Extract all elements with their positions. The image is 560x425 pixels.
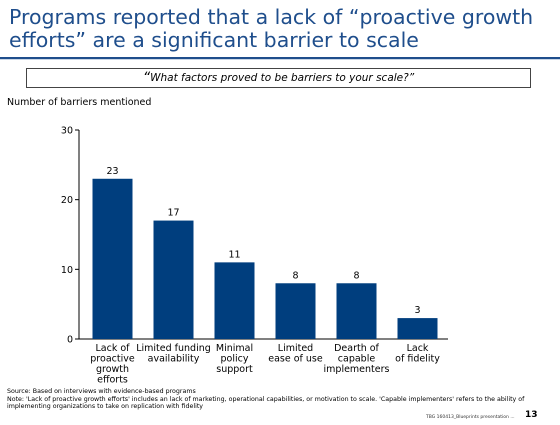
bar-value-label: 8 — [292, 270, 298, 281]
question-box: “What factors proved to be barriers to y… — [26, 68, 531, 88]
question-text: What factors proved to be barriers to yo… — [150, 72, 415, 84]
x-tick-label: Lack of proactive growth efforts — [90, 343, 135, 386]
bar-value-label: 17 — [167, 208, 179, 219]
bar — [336, 283, 377, 339]
bar-value-label: 3 — [414, 305, 420, 316]
y-tick-label: 0 — [67, 335, 73, 346]
x-tick-label: Minimal policy support — [216, 343, 253, 375]
bar — [153, 220, 194, 339]
bar — [275, 283, 316, 339]
x-tick-label-line: Limited funding — [136, 343, 211, 354]
x-tick-label-line: ease of use — [268, 354, 323, 365]
x-tick-label-line: implementers — [324, 364, 390, 375]
x-tick-label-line: policy — [221, 354, 249, 365]
x-tick-label-line: proactive — [90, 354, 135, 365]
x-tick-label-line: Lack — [407, 343, 429, 354]
title-divider — [0, 57, 560, 62]
page-number: 13 — [525, 410, 538, 420]
bar-value-label: 11 — [228, 249, 240, 260]
x-tick-label-line: Lack of — [95, 343, 130, 354]
bar-chart: 0 10 20 30 23 Lack of proactive growth efforts 17… — [61, 126, 448, 386]
x-tick-label-line: capable — [338, 354, 376, 365]
y-tick-label: 30 — [61, 126, 73, 137]
x-tick-label: Lack of fidelity — [395, 343, 440, 365]
source-note: Source: Based on interviews with evidenc… — [7, 388, 196, 395]
footnotes: Source: Based on interviews with evidenc… — [7, 388, 547, 411]
x-tick-label-line: availability — [148, 354, 200, 365]
quote-open-mark: “ — [142, 70, 151, 86]
x-tick-label-line: Limited — [278, 343, 313, 354]
bar — [214, 262, 255, 339]
slide-title: Programs reported that a lack of “proact… — [9, 5, 534, 52]
x-tick-label-line: support — [216, 364, 253, 375]
bar-value-label: 23 — [106, 166, 118, 177]
x-tick-label-line: efforts — [97, 375, 128, 386]
x-tick-label-line: Minimal — [216, 343, 253, 354]
x-tick-label-line: Dearth of — [334, 343, 379, 354]
bar — [397, 318, 438, 339]
y-tick-label: 20 — [61, 195, 73, 206]
y-axis-label: Number of barriers mentioned — [7, 97, 152, 108]
footer-meta: TBG 160413_Blueprints presentation ... — [426, 415, 515, 420]
x-tick-label-line: of fidelity — [395, 354, 440, 365]
definition-note: Note: 'Lack of proactive growth efforts'… — [7, 395, 525, 411]
x-tick-label: Limited funding availability — [136, 343, 211, 365]
x-tick-label: Limited ease of use — [268, 343, 323, 365]
bar-value-label: 8 — [353, 270, 359, 281]
x-tick-label-line: growth — [96, 364, 129, 375]
bar — [92, 178, 133, 339]
x-tick-label: Dearth of capable implementers — [324, 343, 390, 375]
y-tick-label: 10 — [61, 265, 73, 276]
